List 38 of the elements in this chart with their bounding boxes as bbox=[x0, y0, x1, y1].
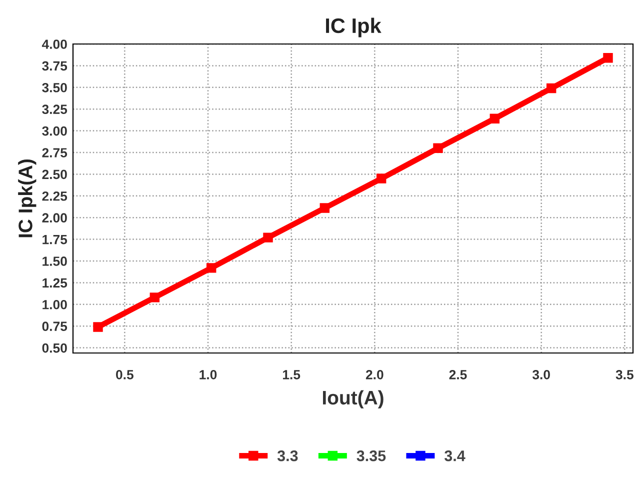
y-tick-label: 1.75 bbox=[42, 235, 68, 244]
x-axis-title: Iout(A) bbox=[322, 390, 384, 408]
y-tick-label: 3.25 bbox=[42, 104, 68, 114]
y-tick-label: 0.75 bbox=[42, 322, 68, 332]
y-axis-title: IC Ipk(A) bbox=[18, 160, 36, 238]
y-tick-label: 4.00 bbox=[42, 40, 67, 49]
point bbox=[433, 143, 443, 154]
x-tick-label: 3.5 bbox=[616, 370, 634, 380]
x-tick-label: 1.0 bbox=[200, 370, 217, 380]
y-tick-label: 1.00 bbox=[42, 300, 67, 310]
x-tick-label: 1.5 bbox=[282, 370, 300, 380]
chart-title: IC Ipk bbox=[326, 18, 382, 38]
y-tick-label: 1.25 bbox=[42, 278, 68, 288]
x-tick-label: 3.0 bbox=[532, 370, 550, 380]
y-tick-label: 2.75 bbox=[42, 148, 68, 158]
x-tick-label: 0.5 bbox=[116, 370, 134, 380]
x-tick-label: 2.0 bbox=[366, 370, 384, 380]
point bbox=[320, 203, 330, 213]
y-tick-label: 0.50 bbox=[42, 343, 67, 353]
y-tick-label: 2.25 bbox=[42, 191, 68, 201]
legend-label: 3.3 bbox=[277, 450, 298, 462]
y-tick-label: 3.00 bbox=[42, 126, 67, 136]
y-tick-label: 2.50 bbox=[42, 170, 67, 180]
y-tick-label: 2.00 bbox=[42, 213, 67, 223]
point bbox=[263, 232, 273, 242]
point bbox=[150, 292, 160, 302]
point bbox=[546, 83, 556, 94]
y-tick-label: 3.75 bbox=[42, 61, 68, 71]
x-tick-label: 2.5 bbox=[449, 370, 467, 380]
point bbox=[206, 263, 216, 273]
point bbox=[490, 114, 500, 124]
point bbox=[93, 322, 103, 332]
legend-label: 3.35 bbox=[356, 450, 386, 462]
legend-label: 3.4 bbox=[444, 450, 466, 462]
y-tick-label: 3.50 bbox=[42, 82, 67, 92]
point bbox=[376, 174, 386, 184]
y-tick-label: 1.50 bbox=[42, 256, 67, 266]
point bbox=[603, 53, 613, 63]
